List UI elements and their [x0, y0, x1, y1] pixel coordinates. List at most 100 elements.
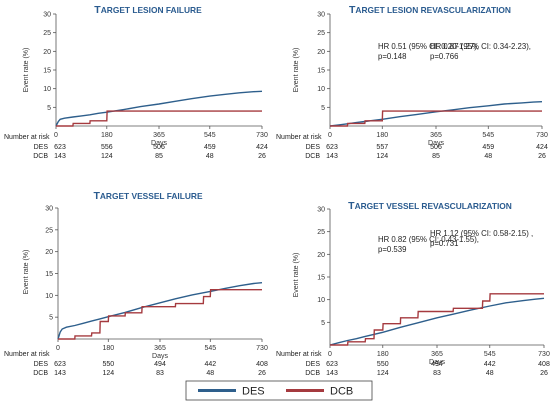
p-value-text: p=0.731	[430, 239, 458, 248]
risk-value: 494	[431, 361, 443, 368]
risk-table-header: Number at risk	[4, 351, 50, 358]
risk-value: 442	[484, 361, 496, 368]
x-tick-label: 0	[56, 345, 60, 352]
risk-table-header: Number at risk	[276, 351, 322, 358]
chart-title-rest: ARGET LESION FAILURE	[101, 5, 202, 15]
risk-value: 48	[206, 370, 214, 377]
y-tick-label: 5	[321, 320, 325, 327]
risk-value: 506	[430, 144, 442, 151]
y-tick-label: 10	[317, 86, 325, 93]
x-tick-label: 730	[536, 132, 548, 139]
risk-row-label-dcb: DCB	[33, 153, 48, 160]
legend-label-dcb: DCB	[330, 386, 353, 398]
hazard-ratio-text: HR 0.82 (95% CI: 0.43-1.55),	[378, 235, 479, 244]
legend-label-des: DES	[242, 386, 265, 398]
risk-value: 124	[376, 153, 388, 160]
chart-title-cap: T	[94, 4, 101, 16]
panel-2: TARGET LESION REVASCULARIZATION 5 10 15 20 25…	[276, 4, 548, 160]
risk-value: 442	[204, 361, 216, 368]
chart-title-cap: T	[349, 4, 356, 16]
hazard-ratio-text: HR 0.51 (95% CI: 0.20-1.27),	[378, 42, 479, 51]
risk-value: 550	[377, 361, 389, 368]
series-line-dcb	[56, 110, 262, 127]
y-tick-label: 20	[317, 252, 325, 259]
risk-value: 26	[258, 370, 266, 377]
risk-value: 459	[204, 144, 216, 151]
risk-value: 83	[156, 370, 164, 377]
x-tick-label: 180	[102, 345, 114, 352]
risk-value: 124	[102, 370, 114, 377]
risk-value: 556	[101, 144, 113, 151]
risk-value: 550	[102, 361, 114, 368]
risk-table-header: Number at risk	[4, 134, 50, 141]
chart-title-rest: ARGET VESSEL FAILURE	[100, 191, 203, 201]
x-tick-label: 545	[482, 132, 494, 139]
y-tick-label: 30	[317, 207, 325, 214]
y-tick-label: 10	[317, 297, 325, 304]
y-tick-label: 25	[43, 30, 51, 37]
x-tick-label: 0	[328, 132, 332, 139]
x-tick-label: 365	[431, 351, 443, 358]
series-line-dcb	[58, 289, 262, 340]
risk-row-label-des: DES	[306, 144, 321, 151]
p-value-text: p=0.766	[430, 52, 458, 61]
risk-value: 459	[482, 144, 494, 151]
y-tick-label: 25	[317, 30, 325, 37]
y-tick-label: 10	[43, 86, 51, 93]
x-axis-label: Days	[428, 140, 444, 147]
legend: DES DCB	[185, 380, 373, 401]
chart-title: TARGET VESSEL REVASCULARIZATION	[348, 200, 512, 212]
risk-value: 623	[326, 144, 338, 151]
y-tick-label: 25	[45, 227, 53, 234]
risk-value: 623	[54, 144, 66, 151]
x-tick-label: 0	[328, 351, 332, 358]
risk-value: 26	[538, 153, 546, 160]
risk-value: 26	[540, 370, 548, 377]
risk-value: 143	[326, 153, 338, 160]
x-tick-label: 730	[538, 351, 550, 358]
risk-value: 124	[101, 153, 113, 160]
risk-value: 143	[326, 370, 338, 377]
x-tick-label: 545	[204, 345, 216, 352]
risk-row-label-dcb: DCB	[305, 370, 320, 377]
x-tick-label: 545	[204, 132, 216, 139]
y-tick-label: 20	[317, 49, 325, 56]
y-tick-label: 25	[317, 229, 325, 236]
risk-row-label-des: DES	[34, 144, 49, 151]
x-tick-label: 180	[376, 132, 388, 139]
risk-value: 124	[377, 370, 389, 377]
y-tick-label: 30	[45, 206, 53, 213]
risk-value: 506	[153, 144, 165, 151]
x-tick-label: 180	[101, 132, 113, 139]
series-line-dcb	[330, 293, 544, 346]
y-tick-label: 15	[45, 271, 53, 278]
x-tick-label: 545	[484, 351, 496, 358]
y-axis-label: Event rate (%)	[23, 48, 30, 93]
series-line-des	[57, 282, 263, 340]
chart-title-cap: T	[93, 190, 100, 202]
y-tick-label: 20	[45, 249, 53, 256]
x-tick-label: 365	[153, 132, 165, 139]
series-line-dcb	[330, 110, 542, 127]
risk-row-label-dcb: DCB	[305, 153, 320, 160]
risk-value: 26	[258, 153, 266, 160]
risk-value: 48	[206, 153, 214, 160]
p-value-text: p=0.539	[378, 245, 406, 254]
chart-title-rest: ARGET LESION REVASCULARIZATION	[355, 5, 511, 15]
chart-title: TARGET LESION FAILURE	[94, 4, 202, 16]
y-axis-label: Event rate (%)	[23, 250, 30, 295]
risk-row-label-des: DES	[34, 361, 49, 368]
legend-box	[185, 380, 373, 401]
chart-title-cap: T	[348, 200, 355, 212]
y-tick-label: 30	[317, 12, 325, 19]
x-tick-label: 365	[430, 132, 442, 139]
y-tick-label: 15	[317, 275, 325, 282]
y-tick-label: 5	[321, 105, 325, 112]
y-tick-label: 15	[317, 68, 325, 75]
risk-value: 85	[155, 153, 163, 160]
y-tick-label: 5	[47, 105, 51, 112]
risk-value: 408	[256, 361, 268, 368]
risk-value: 623	[54, 361, 66, 368]
